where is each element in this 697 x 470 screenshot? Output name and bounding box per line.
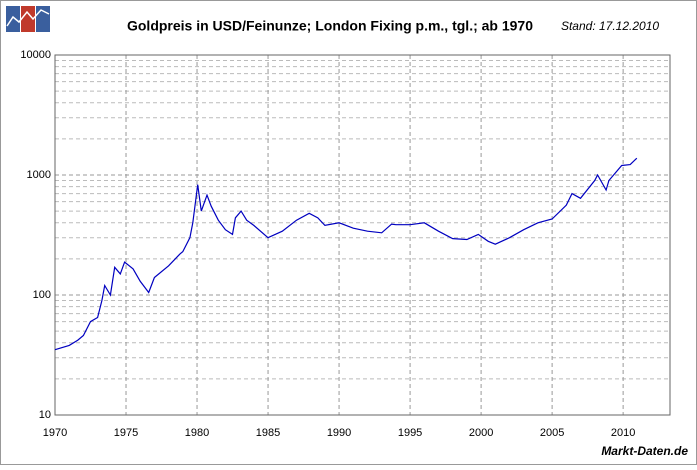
source: Markt-Daten.de	[601, 444, 688, 458]
x-tick-label: 2005	[540, 427, 564, 439]
subtitle: Stand: 17.12.2010	[561, 19, 659, 33]
y-tick-label: 100	[33, 289, 51, 301]
x-tick-label: 1995	[398, 427, 422, 439]
y-tick-label: 10	[39, 409, 51, 421]
x-tick-label: 2010	[611, 427, 635, 439]
x-tick-label: 1990	[327, 427, 351, 439]
x-tick-label: 1970	[43, 427, 67, 439]
chart-title: Goldpreis in USD/Feinunze; London Fixing…	[127, 18, 533, 34]
logo	[6, 6, 50, 32]
price-line	[54, 157, 638, 351]
plot-border	[54, 54, 671, 416]
y-tick-label: 10000	[20, 49, 51, 61]
x-tick-label: 1975	[114, 427, 138, 439]
x-tick-label: 1985	[256, 427, 280, 439]
y-tick-label: 1000	[27, 169, 51, 181]
plot-area	[55, 55, 670, 415]
x-tick-label: 2000	[469, 427, 493, 439]
x-tick-label: 1980	[185, 427, 209, 439]
